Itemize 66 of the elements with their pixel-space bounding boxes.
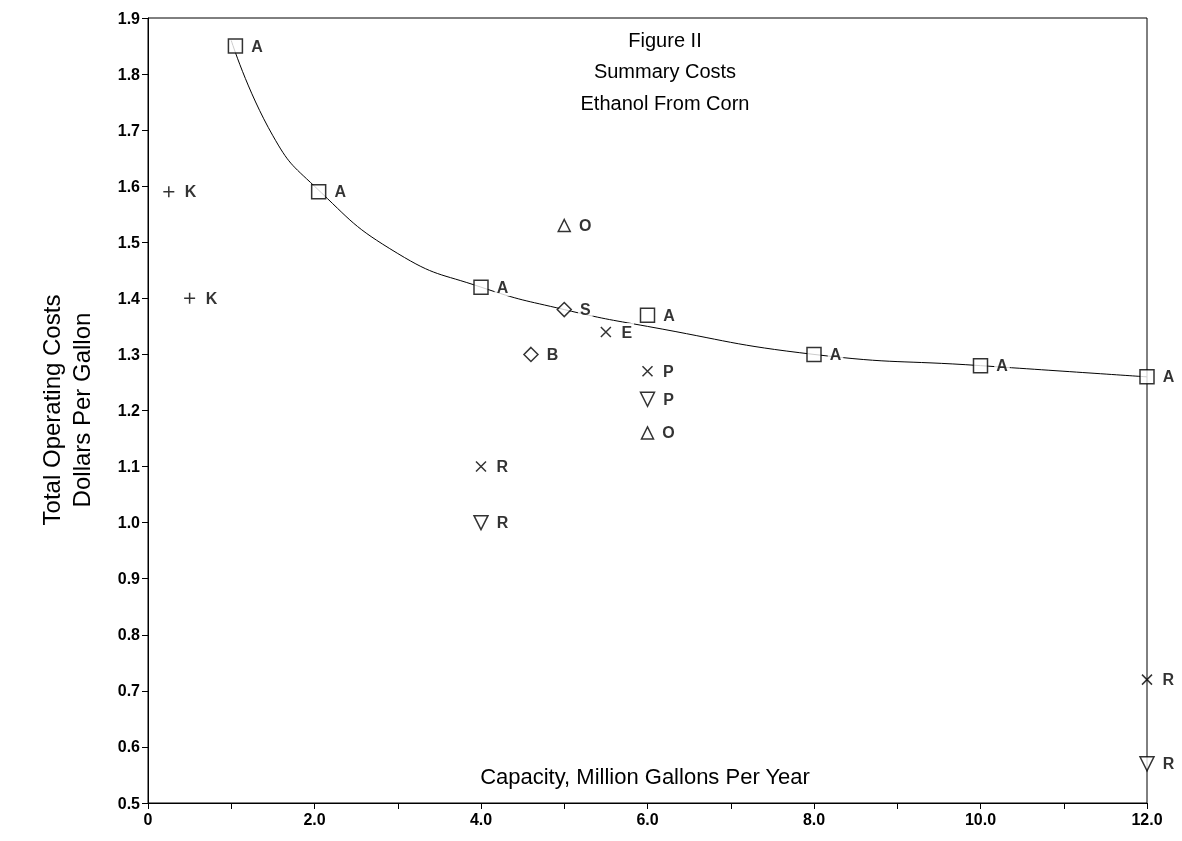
y-tick-label: 0.9 <box>117 570 141 588</box>
y-tick-label: 0.6 <box>117 738 141 756</box>
y-tick-label: 1.5 <box>117 233 141 251</box>
point <box>557 218 571 233</box>
point <box>183 292 196 305</box>
x-tick-label: 2.0 <box>303 810 326 828</box>
y-tick-label: 1.2 <box>117 402 141 419</box>
y-tick-label: 1.3 <box>117 345 141 363</box>
x-tick-label: 0 <box>143 810 153 828</box>
x-tick-label: 10.0 <box>964 810 997 828</box>
text: A <box>334 183 346 201</box>
series-label: P <box>663 390 675 408</box>
point <box>473 514 489 531</box>
y-tick-label: 1.4 <box>117 289 141 307</box>
text: A <box>496 278 509 296</box>
y-axis-title: Total Operating Costs Dollars Per Gallon <box>37 294 95 526</box>
x-tick-label: 6.0 <box>636 810 659 828</box>
point <box>475 460 487 473</box>
point <box>1139 369 1155 385</box>
series-label: A <box>251 37 264 55</box>
y-tick-label: 1.6 <box>117 177 141 195</box>
x-tick-label: 12.0 <box>1131 810 1163 828</box>
text: R <box>1162 755 1175 773</box>
y-tick-label: 1.8 <box>117 65 141 83</box>
x-tick-label: 4.0 <box>469 810 493 828</box>
point <box>473 279 489 295</box>
text: A <box>1162 368 1175 386</box>
text: Summary Costs Ethanol From Corn <box>580 60 750 114</box>
series-label: E <box>621 323 633 341</box>
y-tick-label: 0.5 <box>117 794 141 812</box>
series-label: B <box>546 345 559 363</box>
y-tick-label: 1.0 <box>117 514 141 532</box>
text: O <box>662 424 675 442</box>
text: A <box>829 345 842 363</box>
point <box>806 346 822 363</box>
text: Figure II <box>628 29 702 51</box>
y-tick-label: 1.1 <box>117 458 141 476</box>
y-tick-label: 1.7 <box>117 121 141 139</box>
point <box>1141 673 1153 686</box>
point <box>310 184 327 200</box>
text: K <box>205 289 218 307</box>
series-label: S <box>580 301 591 319</box>
x-tick-label: 8.0 <box>802 810 826 828</box>
point <box>639 307 656 323</box>
point <box>639 391 656 408</box>
y-tick-label: 0.7 <box>117 682 141 700</box>
point <box>641 365 654 377</box>
point <box>972 357 989 374</box>
y-tick-label: 1.9 <box>117 9 141 27</box>
point <box>227 38 244 54</box>
series-label: O <box>579 216 592 234</box>
series-label: R <box>496 514 509 532</box>
point <box>600 326 612 338</box>
text: A <box>663 306 675 324</box>
point <box>162 185 176 199</box>
text: A <box>996 357 1008 375</box>
point <box>1139 756 1155 772</box>
y-tick-label: 0.8 <box>117 626 141 644</box>
point <box>523 346 539 363</box>
series-label: P <box>663 362 674 380</box>
x-axis-title: Capacity, Million Gallons Per Year <box>480 763 810 789</box>
point <box>640 426 655 440</box>
series-label: K <box>184 183 197 201</box>
point <box>556 301 572 318</box>
text: R <box>1162 671 1175 689</box>
series-label: R <box>496 458 509 476</box>
